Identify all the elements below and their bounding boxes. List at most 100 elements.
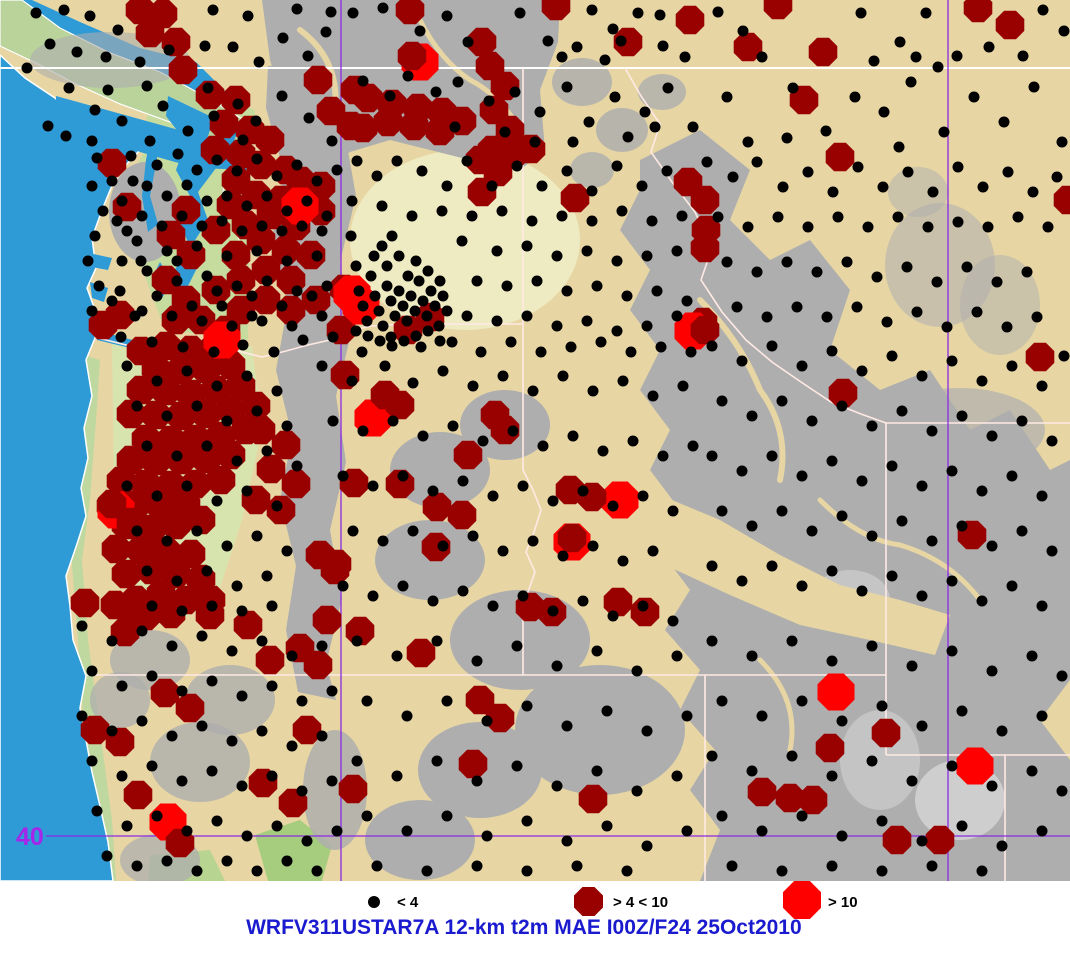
station-marker (121, 225, 133, 237)
station-marker (425, 285, 437, 297)
station-marker (977, 181, 989, 193)
station-marker (271, 820, 283, 832)
station-marker (496, 205, 508, 217)
station-marker (578, 784, 608, 814)
station-marker (208, 110, 220, 122)
station-marker (421, 865, 433, 877)
station-marker (256, 454, 286, 484)
station-marker (415, 341, 427, 353)
station-marker (541, 0, 571, 21)
station-marker (338, 774, 368, 804)
station-marker (1017, 50, 1029, 62)
station-marker (316, 96, 346, 126)
station-marker (206, 600, 218, 612)
station-marker (151, 490, 163, 502)
station-marker (467, 380, 479, 392)
station-marker (786, 750, 798, 762)
station-marker (655, 341, 667, 353)
station-marker (926, 860, 938, 872)
station-marker (141, 565, 153, 577)
station-marker (325, 6, 337, 18)
station-marker (251, 285, 281, 315)
station-marker (1026, 650, 1038, 662)
station-marker (176, 210, 188, 222)
station-marker (983, 41, 995, 53)
station-marker (527, 385, 539, 397)
station-marker (136, 210, 148, 222)
station-marker (151, 290, 163, 302)
station-marker (679, 51, 691, 63)
station-marker (991, 276, 1003, 288)
station-marker (517, 480, 529, 492)
station-marker (886, 460, 898, 472)
station-marker (499, 126, 511, 138)
station-marker (437, 540, 449, 552)
station-marker (671, 770, 683, 782)
hood-canal (142, 128, 162, 232)
station-marker (226, 645, 238, 657)
station-marker (453, 440, 483, 470)
station-marker (256, 315, 268, 327)
station-marker (172, 148, 184, 160)
station-marker (457, 475, 469, 487)
station-marker (231, 280, 243, 292)
station-marker (547, 495, 559, 507)
station-marker (781, 256, 793, 268)
station-marker (441, 695, 453, 707)
station-marker (971, 306, 983, 318)
station-marker (387, 415, 399, 427)
station-marker (266, 600, 278, 612)
station-marker (166, 310, 178, 322)
station-marker (690, 185, 720, 215)
station-marker (577, 595, 589, 607)
station-marker (91, 805, 103, 817)
station-marker (446, 336, 458, 348)
station-marker (817, 673, 855, 711)
station-marker (166, 355, 196, 385)
station-marker (221, 250, 233, 262)
border-id-mt (624, 67, 887, 424)
station-marker (407, 525, 419, 537)
station-marker (1051, 171, 1063, 183)
station-marker (956, 705, 968, 717)
station-marker (601, 705, 613, 717)
station-marker (434, 275, 446, 287)
station-marker (100, 51, 112, 63)
station-marker (123, 780, 153, 810)
station-marker (491, 315, 503, 327)
station-marker (350, 260, 362, 272)
station-marker (191, 400, 203, 412)
station-marker (1036, 380, 1048, 392)
station-marker (316, 640, 328, 652)
station-marker (86, 665, 98, 677)
station-marker (483, 95, 495, 107)
station-marker (368, 250, 380, 262)
station-marker (166, 401, 196, 431)
station-marker (276, 225, 288, 237)
station-marker (422, 265, 434, 277)
station-marker (121, 360, 133, 372)
station-marker (561, 835, 573, 847)
station-marker (766, 340, 778, 352)
station-marker (106, 635, 118, 647)
station-marker (796, 695, 808, 707)
station-marker (905, 76, 917, 88)
station-marker (467, 530, 479, 542)
station-marker (391, 770, 403, 782)
station-marker (233, 610, 263, 640)
station-marker (427, 595, 439, 607)
station-marker (706, 635, 718, 647)
station-marker (306, 290, 318, 302)
station-marker (410, 330, 422, 342)
station-marker (475, 346, 487, 358)
station-marker (963, 0, 993, 23)
station-marker (151, 265, 181, 295)
station-marker (796, 810, 808, 822)
station-marker (369, 290, 381, 302)
station-marker (946, 645, 958, 657)
station-marker (345, 230, 357, 242)
station-marker (255, 645, 285, 675)
station-marker (477, 435, 489, 447)
station-marker (556, 51, 568, 63)
station-marker (357, 425, 369, 437)
